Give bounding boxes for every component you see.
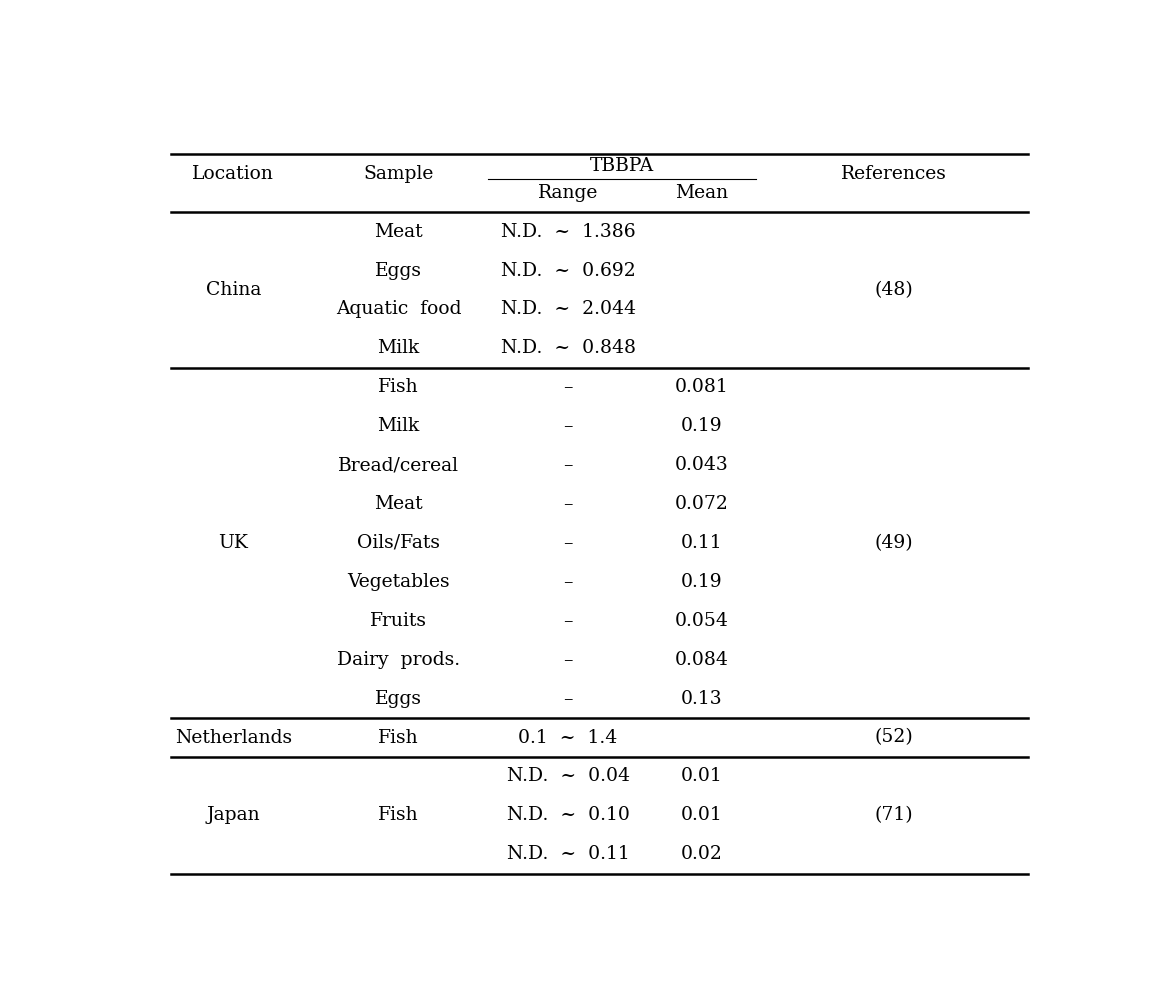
Text: N.D.  ~  1.386: N.D. ~ 1.386 [501,223,636,241]
Text: 0.02: 0.02 [681,845,723,863]
Text: Netherlands: Netherlands [175,728,291,746]
Text: (48): (48) [874,281,914,299]
Text: Fish: Fish [378,379,419,397]
Text: Milk: Milk [378,340,419,358]
Text: Meat: Meat [374,496,423,513]
Text: 0.043: 0.043 [675,457,729,475]
Text: Bread/cereal: Bread/cereal [338,457,458,475]
Text: N.D.  ~  0.04: N.D. ~ 0.04 [507,767,630,785]
Text: N.D.  ~  2.044: N.D. ~ 2.044 [501,301,636,319]
Text: –: – [563,457,573,475]
Text: –: – [563,533,573,552]
Text: Location: Location [192,165,274,183]
Text: N.D.  ~  0.11: N.D. ~ 0.11 [507,845,629,863]
Text: TBBPA: TBBPA [590,157,653,175]
Text: 0.01: 0.01 [681,806,722,824]
Text: 0.084: 0.084 [675,650,729,668]
Text: –: – [563,418,573,436]
Text: (52): (52) [874,728,914,746]
Text: –: – [563,611,573,629]
Text: –: – [563,572,573,590]
Text: 0.01: 0.01 [681,767,722,785]
Text: (49): (49) [874,533,914,552]
Text: 0.1  ~  1.4: 0.1 ~ 1.4 [518,728,617,746]
Text: –: – [563,689,573,707]
Text: Oils/Fats: Oils/Fats [357,533,440,552]
Text: Aquatic  food: Aquatic food [335,301,461,319]
Text: 0.081: 0.081 [675,379,729,397]
Text: Fish: Fish [378,728,419,746]
Text: Japan: Japan [206,806,260,824]
Text: References: References [841,165,947,183]
Text: 0.19: 0.19 [681,572,722,590]
Text: N.D.  ~  0.10: N.D. ~ 0.10 [507,806,629,824]
Text: Eggs: Eggs [374,262,422,280]
Text: –: – [563,650,573,668]
Text: Meat: Meat [374,223,423,241]
Text: Range: Range [538,184,598,202]
Text: Vegetables: Vegetables [347,572,449,590]
Text: Dairy  prods.: Dairy prods. [336,650,460,668]
Text: (71): (71) [874,806,914,824]
Text: Fish: Fish [378,806,419,824]
Text: 0.19: 0.19 [681,418,722,436]
Text: –: – [563,496,573,513]
Text: 0.072: 0.072 [675,496,729,513]
Text: Fruits: Fruits [370,611,427,629]
Text: N.D.  ~  0.692: N.D. ~ 0.692 [501,262,636,280]
Text: 0.054: 0.054 [675,611,729,629]
Text: Milk: Milk [378,418,419,436]
Text: Eggs: Eggs [374,689,422,707]
Text: Sample: Sample [363,165,433,183]
Text: China: China [205,281,262,299]
Text: N.D.  ~  0.848: N.D. ~ 0.848 [501,340,636,358]
Text: UK: UK [219,533,248,552]
Text: –: – [563,379,573,397]
Text: 0.11: 0.11 [681,533,722,552]
Text: 0.13: 0.13 [681,689,722,707]
Text: Mean: Mean [675,184,728,202]
